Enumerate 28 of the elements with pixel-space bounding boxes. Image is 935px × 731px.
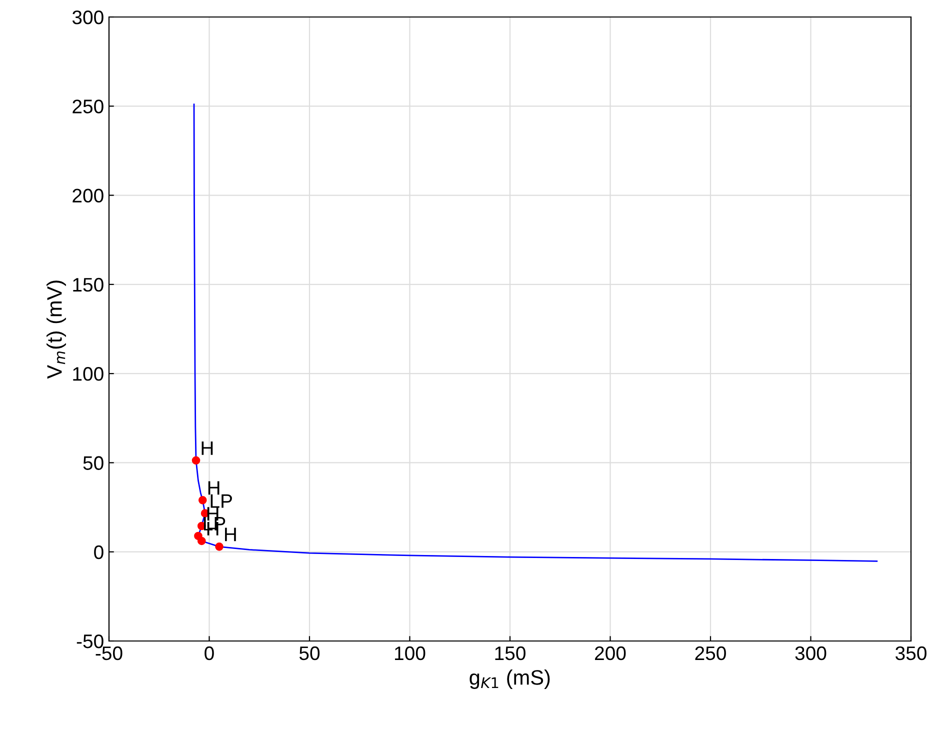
y-tick-label: 250 xyxy=(72,100,104,114)
annotation: LP xyxy=(210,494,232,508)
point xyxy=(215,542,224,551)
x-axis-title: g$_{K1}$ (mS) xyxy=(470,670,550,689)
y-tick-label: -50 xyxy=(76,634,104,648)
annotation: H xyxy=(208,481,220,495)
y-tick-label: 150 xyxy=(73,278,104,292)
y-axis-title: V$_{m}$(t) (mV) xyxy=(46,280,66,379)
y-tick-label: 300 xyxy=(72,10,104,24)
x-tick-label: 300 xyxy=(795,646,826,660)
point xyxy=(192,456,200,465)
annotation: H xyxy=(225,528,236,542)
line-series xyxy=(193,104,878,562)
point xyxy=(197,536,206,546)
y-tick-label: 50 xyxy=(83,456,104,470)
point xyxy=(198,496,207,504)
x-tick-label: 250 xyxy=(695,646,726,660)
y-tick-label: 200 xyxy=(72,188,104,203)
annotation: H xyxy=(202,441,213,455)
y-tick-label: 0 xyxy=(94,545,104,560)
x-tick-label: -50 xyxy=(96,646,122,660)
x-tick-label: 150 xyxy=(495,646,526,660)
x-tick-label: 0 xyxy=(204,646,214,660)
x-tick-label: 50 xyxy=(299,646,320,660)
y-tick-label: 100 xyxy=(73,367,104,381)
x-tick-label: 350 xyxy=(896,646,926,660)
x-tick-label: 100 xyxy=(395,646,426,660)
x-tick-label: 200 xyxy=(595,646,626,660)
